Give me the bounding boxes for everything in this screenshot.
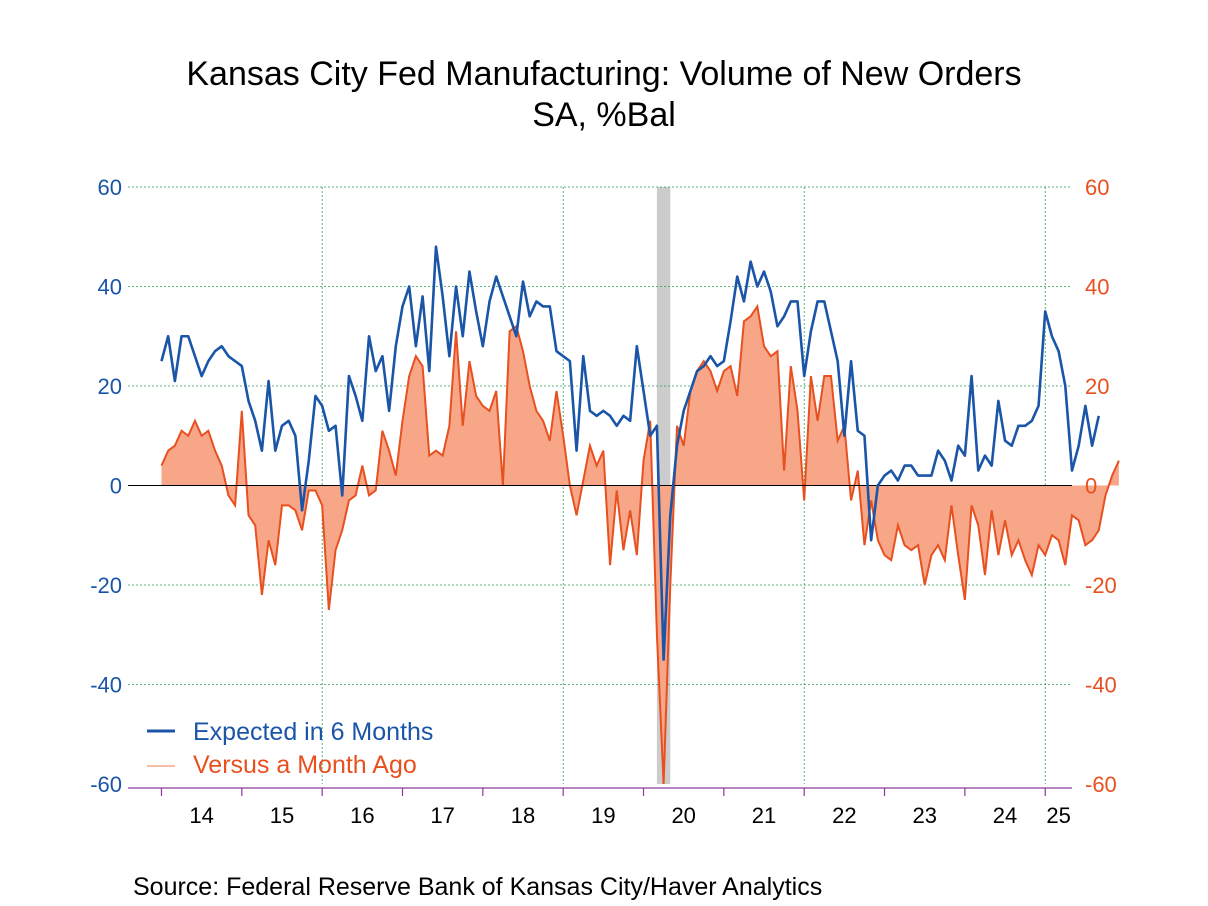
grid-layer [128, 186, 1072, 784]
x-tick-label: 21 [752, 803, 776, 828]
left-tick-label: 0 [110, 474, 122, 499]
left-tick-label: -60 [90, 772, 122, 797]
right-tick-label: -60 [1085, 772, 1117, 797]
versus-area-layer [160, 303, 1120, 785]
source-note: Source: Federal Reserve Bank of Kansas C… [133, 873, 822, 901]
legend-label-versus: Versus a Month Ago [193, 751, 417, 779]
x-tick-label: 22 [832, 803, 856, 828]
right-axis: 60 40 20 0 -20 -40 -60 [1085, 175, 1117, 797]
x-tick-label: 23 [912, 803, 936, 828]
right-tick-label: 60 [1085, 175, 1109, 200]
right-tick-label: 20 [1085, 374, 1109, 399]
chart-subtitle: SA, %Bal [532, 96, 676, 134]
legend: Expected in 6 Months Versus a Month Ago [147, 718, 433, 779]
x-tick-label: 20 [671, 803, 695, 828]
expected-line-layer [160, 245, 1101, 661]
chart-title: Kansas City Fed Manufacturing: Volume of… [186, 55, 1021, 93]
right-tick-label: -20 [1085, 573, 1117, 598]
versus-series-line [160, 303, 1120, 785]
left-tick-label: 20 [98, 374, 122, 399]
right-tick-label: 40 [1085, 275, 1109, 300]
legend-label-expected: Expected in 6 Months [193, 718, 433, 746]
left-tick-label: -20 [90, 573, 122, 598]
x-axis-layer [128, 787, 1072, 796]
x-tick-label: 25 [1046, 803, 1070, 828]
x-tick-label: 17 [430, 803, 454, 828]
x-tick-label: 24 [993, 803, 1017, 828]
x-tick-label: 14 [189, 803, 213, 828]
left-tick-label: -40 [90, 673, 122, 698]
left-tick-label: 40 [98, 275, 122, 300]
x-tick-label: 16 [350, 803, 374, 828]
left-tick-label: 60 [98, 175, 122, 200]
versus-area-fill [161, 306, 1119, 784]
right-tick-label: 0 [1085, 474, 1097, 499]
x-tick-label: 19 [591, 803, 615, 828]
x-axis-labels: 14 15 16 17 18 19 20 21 22 23 24 25 [189, 803, 1070, 828]
x-tick-label: 15 [270, 803, 294, 828]
right-tick-label: -40 [1085, 673, 1117, 698]
x-tick-label: 18 [511, 803, 535, 828]
left-axis: 60 40 20 0 -20 -40 -60 [90, 175, 122, 797]
expected-series-line [160, 245, 1101, 661]
